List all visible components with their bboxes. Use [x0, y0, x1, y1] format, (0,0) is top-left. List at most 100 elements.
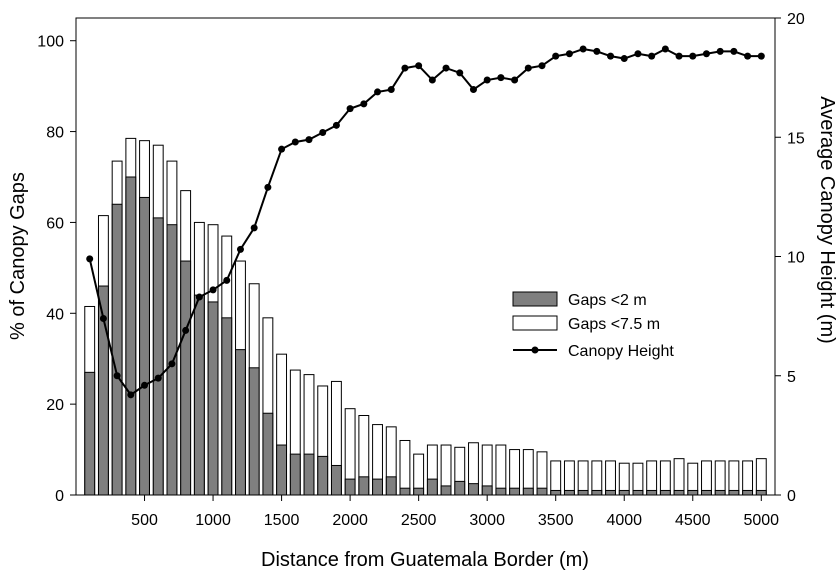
- bar-gaps-7-5m-3600: [563, 460, 575, 496]
- bar-gaps-2m-2600: [426, 478, 438, 496]
- bar-gaps-2m-2800: [454, 480, 466, 496]
- canopy-height-point-2400: [401, 64, 409, 72]
- canopy-height-point-3900: [607, 52, 615, 60]
- canopy-height-point-800: [182, 326, 190, 334]
- x-axis: 500 1000 1500 2000 2500 3000 3500 4000 4500 5000: [131, 495, 779, 529]
- canopy-height-point-700: [168, 360, 176, 368]
- y-tick-label-20: 20: [46, 397, 64, 414]
- bar-gaps-2m-2400: [399, 487, 411, 496]
- y2-tick-label-5: 5: [787, 369, 796, 386]
- y-axis-right: 0 5 10 15 20: [775, 11, 805, 505]
- y2-axis-title: Average Canopy Height (m): [816, 96, 838, 344]
- bar-gaps-2m-4400: [673, 489, 685, 496]
- legend-label-canopy-height: Canopy Height: [568, 343, 674, 360]
- canopy-height-point-4100: [634, 50, 642, 58]
- bar-gaps-2m-4200: [646, 489, 658, 496]
- canopy-height-point-500: [141, 381, 149, 389]
- bar-gaps-2m-3100: [495, 487, 507, 496]
- canopy-height-point-4700: [716, 47, 724, 55]
- y-axis-left: 0 20 40 60 80 100: [37, 34, 76, 505]
- x-tick-label-2500: 2500: [401, 512, 437, 529]
- canopy-height-point-1100: [223, 276, 231, 284]
- y2-tick-label-10: 10: [787, 250, 805, 267]
- bar-gaps-2m-5000: [755, 489, 767, 496]
- bar-gaps-2m-4600: [701, 489, 712, 496]
- x-tick-label-1000: 1000: [195, 512, 231, 529]
- canopy-height-point-5000: [757, 52, 765, 60]
- bar-gaps-2m-1200: [235, 349, 246, 496]
- bar-gaps-2m-3000: [481, 485, 493, 496]
- bar-gaps-2m-3500: [550, 489, 562, 496]
- canopy-height-point-4300: [661, 45, 669, 53]
- bar-gaps-2m-4500: [687, 489, 699, 496]
- bar-gaps-7-5m-3700: [577, 460, 589, 496]
- bar-gaps-7-5m-4900: [742, 460, 754, 496]
- canopy-height-point-200: [99, 315, 107, 323]
- y-axis-title: % of Canopy Gaps: [7, 172, 29, 340]
- canopy-height-point-1000: [209, 286, 217, 294]
- y-tick-label-40: 40: [46, 306, 64, 323]
- canopy-height-point-4600: [702, 50, 710, 58]
- bar-gaps-2m-4000: [618, 489, 630, 496]
- canopy-height-point-2700: [442, 64, 450, 72]
- y-tick-label-100: 100: [37, 34, 64, 51]
- canopy-height-point-4400: [675, 52, 683, 60]
- bar-gaps-7-5m-3100: [495, 444, 507, 496]
- bar-gaps-2m-2100: [358, 476, 370, 496]
- canopy-height-point-3800: [593, 47, 601, 55]
- canopy-height-point-3200: [511, 76, 519, 84]
- bar-gaps-2m-2500: [413, 487, 425, 496]
- y2-tick-label-15: 15: [787, 130, 805, 147]
- x-axis-title: Distance from Guatemala Border (m): [261, 549, 589, 571]
- bar-gaps-2m-3300: [522, 487, 534, 496]
- bar-gaps-2m-1500: [276, 444, 288, 496]
- canopy-height-point-3500: [552, 52, 560, 60]
- canopy-height-point-3100: [497, 74, 505, 82]
- bar-gaps-7-5m-2400: [399, 439, 411, 496]
- y2-tick-label-20: 20: [787, 11, 805, 28]
- canopy-height-point-4900: [744, 52, 752, 60]
- bar-gaps-2m-4700: [714, 489, 726, 496]
- bar-gaps-2m-3600: [563, 489, 575, 496]
- bar-gaps-2m-1700: [303, 453, 315, 496]
- bar-gaps-2m-1300: [248, 367, 260, 496]
- bar-gaps-7-5m-3500: [550, 460, 562, 496]
- bar-gaps-2m-3900: [605, 489, 616, 496]
- legend-label-gaps-7-5m: Gaps <7.5 m: [568, 316, 660, 333]
- bar-gaps-7-5m-3800: [591, 460, 603, 496]
- bar-gaps-7-5m-3900: [605, 460, 616, 496]
- canopy-height-point-1400: [264, 183, 272, 191]
- canopy-height-point-300: [113, 372, 121, 380]
- canopy-height-point-1800: [319, 128, 327, 136]
- bar-gaps-2m-200: [97, 285, 109, 496]
- canopy-height-point-3700: [579, 45, 587, 53]
- bar-gaps-2m-1000: [207, 301, 219, 496]
- bar-gaps-2m-3800: [591, 489, 603, 496]
- bar-gaps-2m-2000: [344, 478, 356, 496]
- canopy-height-point-2800: [456, 69, 464, 77]
- line-layer: [86, 45, 765, 399]
- bar-gaps-2m-700: [166, 224, 178, 496]
- canopy-height-point-2000: [346, 105, 354, 113]
- bar-gaps-2m-3400: [536, 487, 548, 496]
- x-tick-label-4000: 4000: [606, 512, 642, 529]
- canopy-height-point-1700: [305, 136, 313, 144]
- bar-gaps-2m-4300: [659, 489, 671, 496]
- bar-gaps-2m-600: [152, 217, 164, 496]
- canopy-height-point-1500: [278, 145, 286, 153]
- bar-gaps-7-5m-4700: [714, 460, 726, 496]
- canopy-height-point-600: [154, 374, 162, 382]
- bars-layer: [84, 137, 767, 496]
- canopy-height-point-4000: [620, 55, 628, 63]
- x-tick-label-3000: 3000: [469, 512, 505, 529]
- canopy-height-point-400: [127, 391, 135, 399]
- canopy-height-point-1200: [236, 245, 244, 253]
- x-tick-label-3500: 3500: [538, 512, 574, 529]
- legend: Gaps <2 m Gaps <7.5 m Canopy Height: [512, 291, 674, 360]
- bar-gaps-7-5m-4600: [701, 460, 712, 496]
- canopy-height-point-3000: [483, 76, 491, 84]
- legend-marker-canopy-height: [531, 346, 539, 354]
- bar-gaps-2m-100: [84, 371, 96, 496]
- bar-gaps-2m-4100: [632, 489, 644, 496]
